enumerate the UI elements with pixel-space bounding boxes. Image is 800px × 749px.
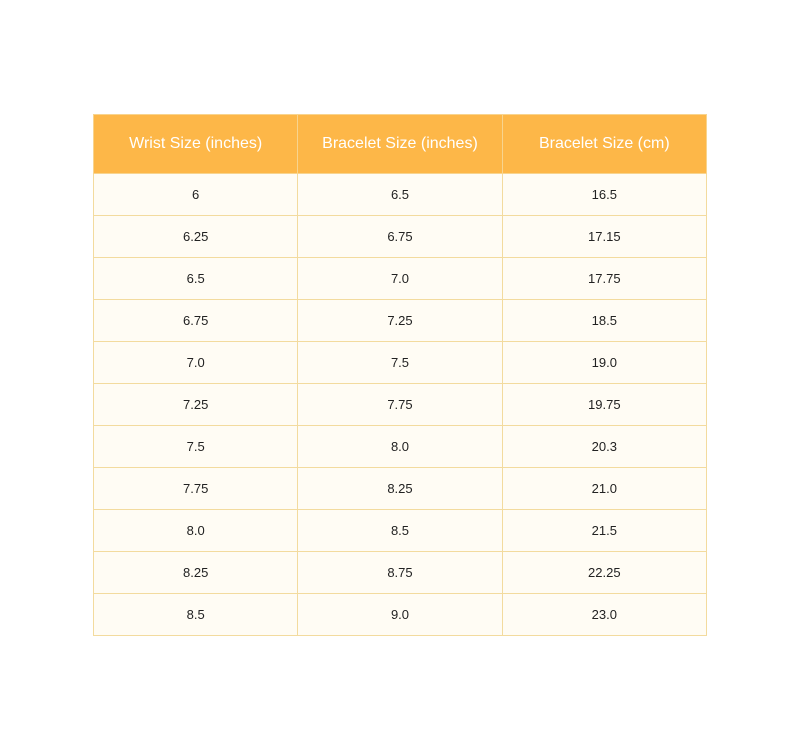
bracelet-inches-cell: 7.5 — [297, 341, 503, 384]
header-row: Wrist Size (inches) Bracelet Size (inche… — [92, 114, 708, 174]
bracelet-inches-cell: 7.25 — [297, 299, 503, 342]
wrist-size-cell: 6.5 — [92, 257, 299, 300]
wrist-size-cell: 8.25 — [92, 551, 299, 594]
bracelet-cm-cell: 21.0 — [501, 467, 708, 510]
size-chart-table: Wrist Size (inches) Bracelet Size (inche… — [92, 114, 708, 636]
bracelet-cm-cell: 16.5 — [501, 173, 708, 216]
bracelet-cm-cell: 19.75 — [501, 383, 708, 426]
table-row: 8.25 8.75 22.25 — [92, 551, 708, 594]
wrist-size-cell: 6 — [92, 173, 299, 216]
bracelet-inches-cell: 7.75 — [297, 383, 503, 426]
header-bracelet-size-cm: Bracelet Size (cm) — [501, 114, 708, 174]
table-row: 7.25 7.75 19.75 — [92, 383, 708, 426]
bracelet-cm-cell: 19.0 — [501, 341, 708, 384]
bracelet-inches-cell: 7.0 — [297, 257, 503, 300]
header-wrist-size: Wrist Size (inches) — [92, 114, 299, 174]
wrist-size-cell: 7.25 — [92, 383, 299, 426]
bracelet-inches-cell: 6.75 — [297, 215, 503, 258]
bracelet-inches-cell: 6.5 — [297, 173, 503, 216]
wrist-size-cell: 8.5 — [92, 593, 299, 636]
bracelet-inches-cell: 8.75 — [297, 551, 503, 594]
bracelet-cm-cell: 22.25 — [501, 551, 708, 594]
table-row: 6.5 7.0 17.75 — [92, 257, 708, 300]
table-row: 7.75 8.25 21.0 — [92, 467, 708, 510]
bracelet-cm-cell: 20.3 — [501, 425, 708, 468]
bracelet-cm-cell: 17.15 — [501, 215, 708, 258]
bracelet-cm-cell: 17.75 — [501, 257, 708, 300]
bracelet-inches-cell: 8.25 — [297, 467, 503, 510]
bracelet-inches-cell: 8.5 — [297, 509, 503, 552]
table-row: 6.25 6.75 17.15 — [92, 215, 708, 258]
bracelet-cm-cell: 21.5 — [501, 509, 708, 552]
wrist-size-cell: 8.0 — [92, 509, 299, 552]
table-row: 8.0 8.5 21.5 — [92, 509, 708, 552]
wrist-size-cell: 7.0 — [92, 341, 299, 384]
wrist-size-cell: 7.75 — [92, 467, 299, 510]
bracelet-inches-cell: 9.0 — [297, 593, 503, 636]
wrist-size-cell: 7.5 — [92, 425, 299, 468]
wrist-size-cell: 6.25 — [92, 215, 299, 258]
table-row: 7.5 8.0 20.3 — [92, 425, 708, 468]
bracelet-cm-cell: 23.0 — [501, 593, 708, 636]
bracelet-inches-cell: 8.0 — [297, 425, 503, 468]
table-row: 7.0 7.5 19.0 — [92, 341, 708, 384]
wrist-size-cell: 6.75 — [92, 299, 299, 342]
table-row: 6 6.5 16.5 — [92, 173, 708, 216]
header-bracelet-size-inches: Bracelet Size (inches) — [297, 114, 503, 174]
bracelet-cm-cell: 18.5 — [501, 299, 708, 342]
table-row: 6.75 7.25 18.5 — [92, 299, 708, 342]
table-row: 8.5 9.0 23.0 — [92, 593, 708, 636]
